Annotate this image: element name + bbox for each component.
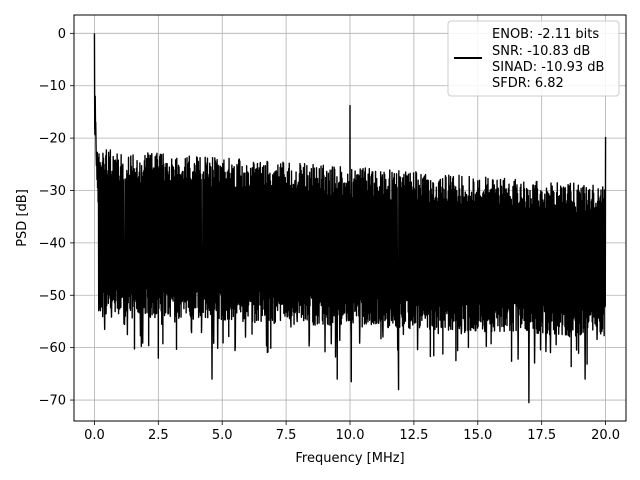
legend-entry-sfdr: SFDR: 6.82: [492, 76, 564, 91]
x-tick-label: 17.5: [527, 428, 556, 443]
legend-entry-enob: ENOB: -2.11 bits: [492, 27, 599, 42]
x-axis-label: Frequency [MHz]: [295, 451, 404, 466]
y-tick-label: −30: [39, 184, 66, 199]
x-tick-label: 7.5: [276, 428, 297, 443]
x-tick-label: 10.0: [336, 428, 365, 443]
y-tick-label: −40: [39, 236, 66, 251]
y-tick-label: −20: [39, 132, 66, 147]
y-axis-ticks: 0 −10 −20 −30 −40 −50 −60 −70: [39, 27, 74, 409]
y-tick-label: −10: [39, 79, 66, 94]
psd-series-line: [93, 33, 607, 404]
x-axis-ticks: 0.0 2.5 5.0 7.5 10.0 12.5 15.0 17.5 20.0: [84, 421, 620, 443]
y-tick-label: −50: [39, 289, 66, 304]
x-tick-label: 0.0: [84, 428, 105, 443]
x-tick-label: 2.5: [148, 428, 169, 443]
legend: ENOB: -2.11 bits SNR: -10.83 dB SINAD: -…: [447, 20, 620, 97]
y-tick-label: −60: [39, 341, 66, 356]
plot-area: [93, 33, 607, 404]
x-tick-label: 12.5: [399, 428, 428, 443]
x-tick-label: 15.0: [463, 428, 492, 443]
x-tick-label: 5.0: [212, 428, 233, 443]
x-tick-label: 20.0: [591, 428, 620, 443]
y-axis-label: PSD [dB]: [15, 189, 30, 247]
y-tick-label: 0: [58, 27, 66, 42]
y-tick-label: −70: [39, 394, 66, 409]
legend-entry-sinad: SINAD: -10.93 dB: [492, 60, 604, 75]
legend-box: [447, 20, 620, 97]
legend-entry-snr: SNR: -10.83 dB: [492, 44, 590, 59]
